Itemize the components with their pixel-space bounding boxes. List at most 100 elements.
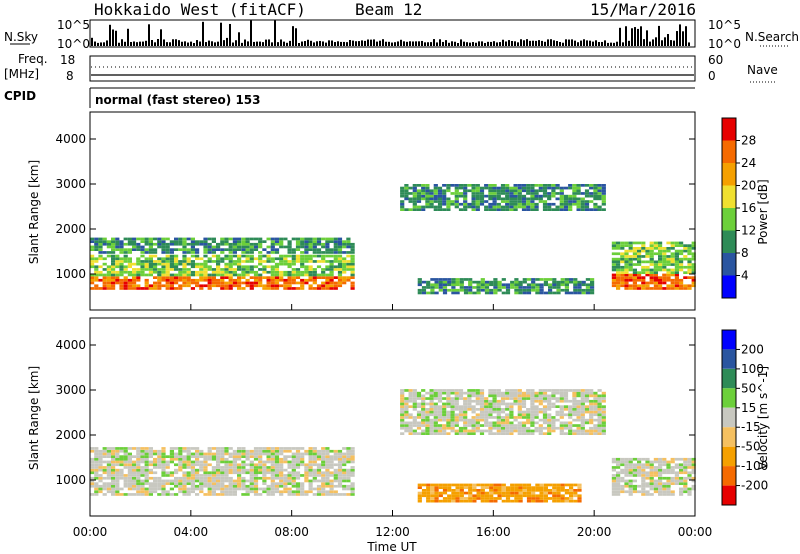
nsky-bar — [370, 39, 372, 46]
power-cell — [580, 184, 585, 187]
power-cell — [463, 278, 469, 281]
velocity-cell — [287, 471, 292, 475]
velocity-cell — [593, 394, 598, 398]
velocity-cell — [538, 402, 543, 406]
velocity-cell — [472, 486, 477, 489]
velocity-cell — [241, 476, 246, 480]
velocity-cell — [447, 497, 452, 500]
velocity-cell — [542, 418, 548, 422]
velocity-cell — [140, 487, 145, 491]
velocity-cell — [203, 484, 208, 488]
velocity-cell — [620, 484, 625, 488]
nsky-bar — [154, 42, 156, 46]
velocity-cell — [568, 405, 573, 408]
velocity-cell — [649, 482, 654, 485]
velocity-cell — [186, 449, 191, 453]
power-cell — [493, 288, 498, 292]
power-cell — [346, 265, 351, 269]
power-cell — [115, 278, 120, 282]
power-cell — [207, 273, 212, 277]
velocity-cell — [161, 447, 166, 450]
power-cell — [534, 184, 539, 187]
velocity-cell — [211, 452, 216, 456]
power-cell — [207, 287, 212, 290]
power-cell — [492, 186, 497, 190]
power-cell — [203, 254, 208, 258]
velocity-cell — [454, 429, 459, 433]
velocity-cell — [556, 491, 561, 495]
power-cell — [182, 262, 187, 266]
velocity-cell — [649, 487, 654, 491]
velocity-cell — [666, 471, 671, 475]
power-cell — [253, 242, 259, 246]
velocity-cell — [186, 479, 191, 483]
velocity-cell — [182, 471, 187, 475]
power-cell — [552, 286, 557, 289]
power-cell — [450, 200, 455, 203]
velocity-cell — [454, 418, 459, 422]
velocity-cell — [182, 479, 187, 483]
nsky-bar — [574, 40, 576, 46]
power-cell — [559, 202, 564, 206]
velocity-cell — [329, 463, 334, 467]
velocity-cell — [232, 490, 237, 494]
velocity-cell — [563, 421, 569, 425]
power-cell — [279, 257, 284, 261]
velocity-cell — [662, 457, 667, 461]
velocity-cell — [674, 471, 679, 475]
nsky-bar — [628, 40, 630, 46]
velocity-cell — [279, 476, 284, 480]
power-cell — [505, 288, 511, 292]
velocity-cell — [433, 389, 438, 392]
velocity-cell — [211, 490, 216, 494]
power-cell — [417, 288, 422, 292]
velocity-cell — [220, 474, 225, 477]
velocity-cell — [94, 457, 99, 461]
velocity-cell — [228, 455, 233, 458]
velocity-cell — [237, 484, 242, 488]
power-cell — [517, 202, 522, 206]
velocity-cell — [551, 405, 556, 408]
velocity-cell — [132, 493, 137, 496]
velocity-cell — [350, 471, 355, 475]
power-cell — [637, 249, 642, 253]
velocity-cell — [216, 447, 221, 450]
velocity-cell — [333, 493, 338, 496]
velocity-cell — [174, 455, 179, 458]
velocity-cell — [224, 476, 229, 480]
velocity-cell — [522, 483, 527, 487]
velocity-cell — [538, 426, 543, 430]
power-cell — [433, 186, 438, 190]
velocity-cell — [429, 389, 434, 392]
velocity-cell — [127, 468, 132, 472]
power-cell — [123, 278, 128, 282]
power-cell — [270, 245, 275, 249]
power-cell — [262, 270, 267, 274]
power-cell — [471, 184, 476, 187]
velocity-cell — [249, 476, 254, 480]
velocity-cell — [249, 490, 254, 494]
power-cell — [123, 260, 128, 263]
power-cell — [683, 244, 688, 247]
power-cell — [337, 273, 343, 277]
nsky-bar — [514, 41, 516, 46]
velocity-cell — [245, 484, 250, 488]
power-cell — [337, 257, 343, 261]
velocity-cell — [190, 484, 195, 488]
velocity-cell — [526, 389, 531, 392]
power-cell — [325, 251, 330, 254]
velocity-cell — [174, 476, 179, 480]
velocity-cell — [132, 466, 137, 469]
power-cell — [174, 237, 179, 241]
velocity-cell — [270, 474, 275, 477]
velocity-cell — [641, 457, 646, 461]
power-cell — [211, 284, 216, 288]
power-cell — [645, 268, 650, 272]
velocity-cell — [437, 405, 443, 408]
power-cell — [216, 260, 221, 263]
velocity-cell — [674, 479, 679, 483]
velocity-cell — [683, 468, 688, 472]
power-cell — [616, 287, 621, 290]
velocity-cell — [458, 394, 464, 398]
power-cell — [662, 273, 667, 277]
